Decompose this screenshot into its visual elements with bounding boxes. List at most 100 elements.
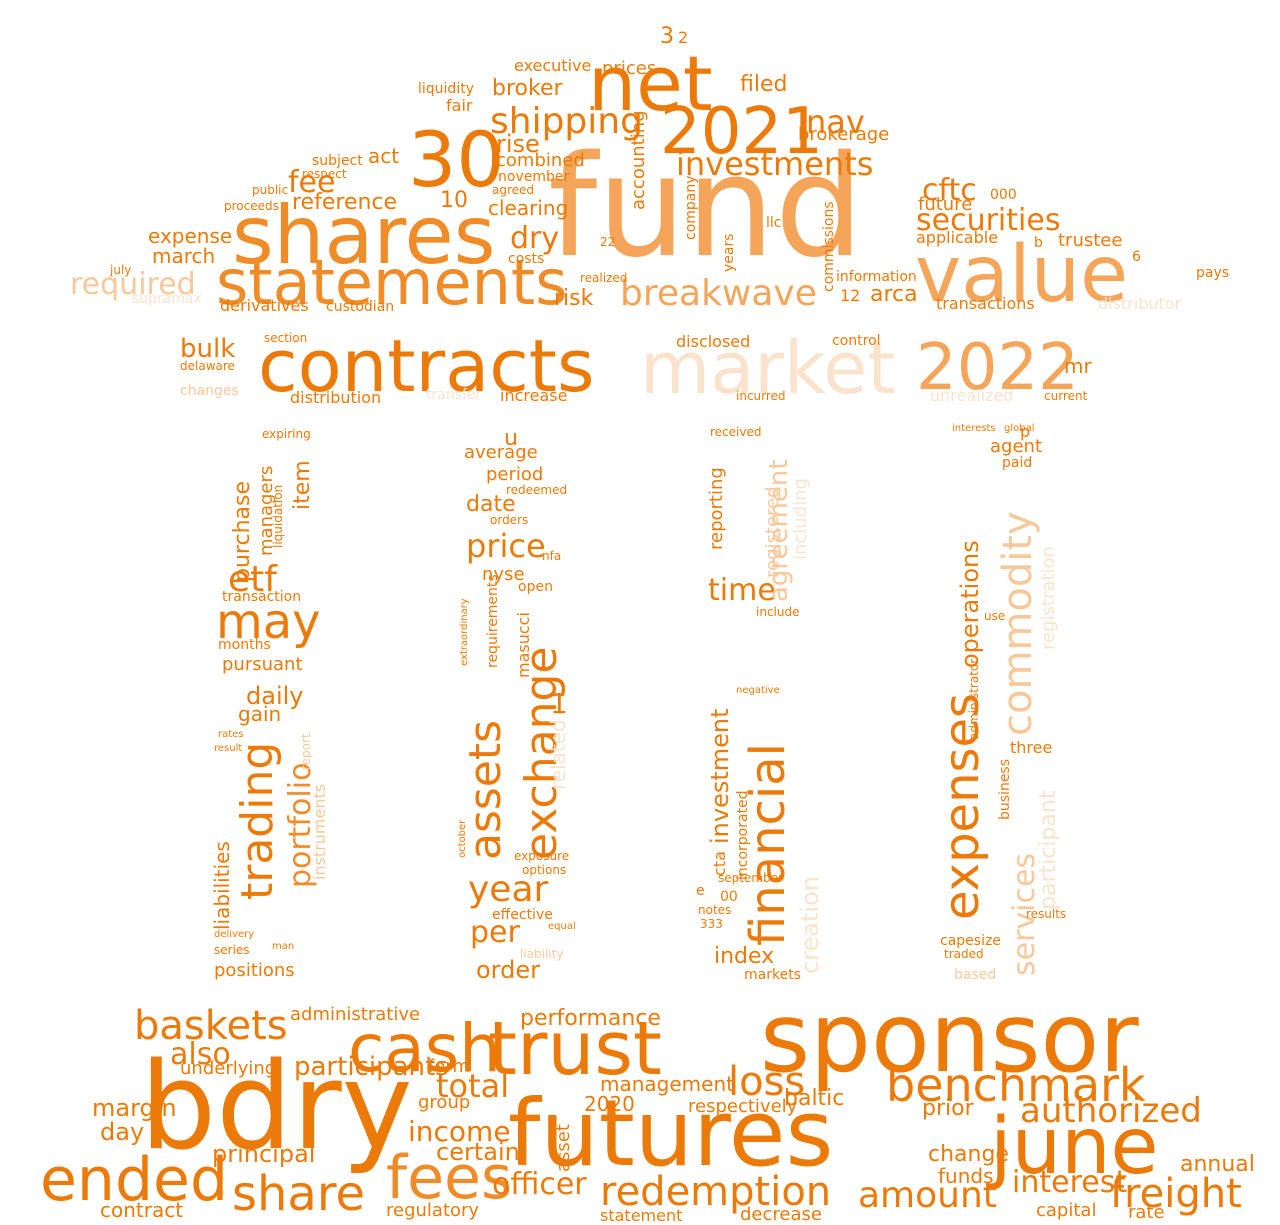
cloud-word: information <box>836 269 917 285</box>
cloud-word: november <box>498 169 570 185</box>
cloud-word: delaware <box>180 359 235 373</box>
cloud-word: average <box>464 442 538 463</box>
cloud-word: order <box>476 956 540 984</box>
cloud-word: price <box>466 527 546 565</box>
cloud-word: october <box>457 819 468 858</box>
cloud-word: delivery <box>214 929 255 940</box>
cloud-word: form <box>428 1056 470 1077</box>
cloud-word: brokerage <box>798 124 890 145</box>
cloud-word: include <box>756 605 800 619</box>
cloud-word: expense <box>148 224 233 248</box>
cloud-word: commissions <box>821 201 837 292</box>
cloud-word: disclosed <box>676 332 751 351</box>
cloud-word: total <box>436 1067 510 1105</box>
cloud-word: creation <box>796 876 824 974</box>
cloud-word: public <box>252 183 289 197</box>
cloud-word: effective <box>492 907 553 923</box>
cloud-word: clearing <box>488 196 569 220</box>
cloud-word: funds <box>938 1164 994 1188</box>
cloud-word: respectively <box>688 1096 798 1117</box>
cloud-word: 2020 <box>584 1092 635 1116</box>
cloud-word: positions <box>214 960 295 981</box>
cloud-word: man <box>272 941 295 952</box>
cloud-word: reporting <box>706 467 727 550</box>
cloud-word: 30 <box>408 115 505 204</box>
cloud-word: executive <box>514 56 592 75</box>
cloud-word: 12 <box>840 286 861 305</box>
cloud-word: applicable <box>916 228 999 247</box>
cloud-word: bulk <box>180 334 236 364</box>
cloud-word: may <box>216 594 321 650</box>
cloud-word: certain <box>436 1138 520 1166</box>
cloud-word: rate <box>1128 1202 1165 1223</box>
cloud-word: statements <box>216 246 568 319</box>
cloud-word: pursuant <box>222 654 303 675</box>
cloud-word: decrease <box>740 1204 822 1225</box>
cloud-word: etf <box>228 559 277 600</box>
cloud-word: shares <box>232 189 496 282</box>
cloud-word: trust <box>488 1006 662 1092</box>
cloud-word: broker <box>492 76 563 101</box>
cloud-word: liquidation <box>271 484 285 548</box>
cloud-word: period <box>486 464 544 485</box>
cloud-word: margin <box>92 1094 177 1122</box>
cloud-word: use <box>984 609 1006 623</box>
cloud-word: exposure <box>514 849 570 863</box>
cloud-word: markets <box>744 967 801 983</box>
cloud-word: shipping <box>490 101 643 142</box>
cloud-word: required <box>70 267 196 302</box>
cloud-word: statement <box>600 1206 683 1225</box>
cloud-word: march <box>152 244 216 268</box>
cloud-word: item <box>290 460 315 510</box>
cloud-word: series <box>214 943 250 957</box>
cloud-word: p <box>1020 422 1031 441</box>
cloud-word: negative <box>736 685 780 696</box>
cloud-word: llc <box>766 215 782 231</box>
cloud-word: ended <box>40 1145 229 1215</box>
cloud-word: investment <box>706 708 734 844</box>
cloud-word: act <box>368 144 400 168</box>
cloud-word: regulatory <box>386 1200 480 1221</box>
cloud-word: transactions <box>936 294 1035 313</box>
cloud-word: administrative <box>290 1004 421 1025</box>
cloud-word: years <box>721 233 737 272</box>
cloud-word: mr <box>1064 354 1092 378</box>
cloud-word: fees <box>386 1143 513 1213</box>
cloud-word: financial <box>740 743 796 946</box>
cloud-word: subject <box>312 153 363 169</box>
cloud-word: breakwave <box>620 273 817 314</box>
cloud-word: result <box>214 743 243 754</box>
cloud-word: purchase <box>230 481 255 582</box>
cloud-word: also <box>170 1037 231 1072</box>
cloud-word: nav <box>806 103 865 141</box>
cloud-word: derivatives <box>220 296 309 315</box>
cloud-word: extraordinary <box>459 598 470 666</box>
cloud-word: equal <box>548 921 576 932</box>
cloud-word: 00 <box>720 889 738 905</box>
cloud-word: net <box>588 39 713 128</box>
cloud-word: respect <box>302 167 347 181</box>
cloud-word: prior <box>922 1096 974 1121</box>
cloud-word: capital <box>1036 1200 1097 1221</box>
cloud-word: changes <box>180 383 239 399</box>
cloud-word: cash <box>348 1010 501 1087</box>
cloud-word: day <box>100 1118 145 1146</box>
cloud-word: assets <box>460 719 511 860</box>
cloud-word: futures <box>508 1080 834 1187</box>
cloud-word: open <box>518 579 553 595</box>
cloud-word: per <box>470 915 520 950</box>
cloud-word: liability <box>520 947 564 961</box>
cloud-word: asset <box>553 1124 574 1172</box>
cloud-word: received <box>710 425 762 439</box>
cloud-word: report <box>299 733 313 770</box>
cloud-word: pays <box>1196 265 1230 281</box>
cloud-word: authorized <box>1020 1091 1202 1131</box>
cloud-word: group <box>418 1092 471 1113</box>
cloud-word: unrealized <box>930 386 1014 405</box>
cloud-word: trading <box>232 741 283 900</box>
cloud-word: 2 <box>678 28 689 47</box>
cloud-word: arca <box>870 282 918 307</box>
cloud-word: reference <box>292 190 398 215</box>
cloud-word: incorporated <box>735 790 751 880</box>
cloud-word: distribution <box>290 388 382 407</box>
